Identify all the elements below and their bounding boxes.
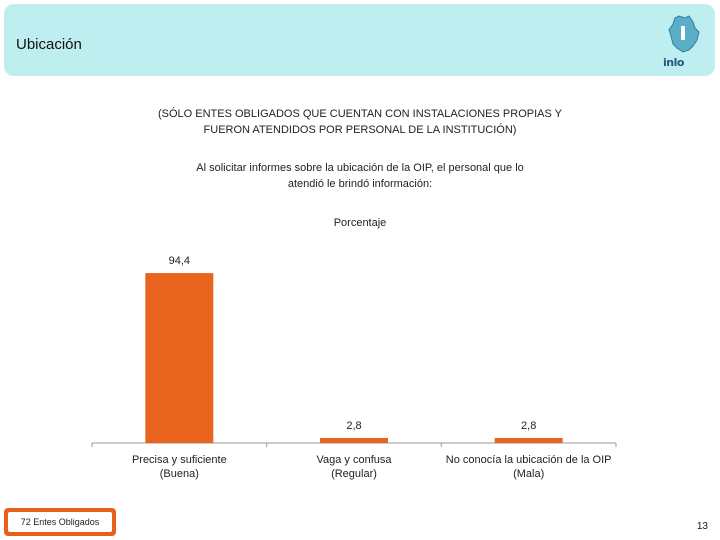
chart-subtitle: (SÓLO ENTES OBLIGADOS QUE CUENTAN CON IN… bbox=[0, 106, 720, 138]
sample-size-label: 72 Entes Obligados bbox=[8, 512, 112, 532]
category-label: Vaga y confusa bbox=[316, 454, 392, 466]
category-label: Precisa y suficiente bbox=[132, 454, 227, 466]
survey-question: Al solicitar informes sobre la ubicación… bbox=[0, 160, 720, 192]
question-line: Al solicitar informes sobre la ubicación… bbox=[196, 162, 524, 174]
category-label: No conocía la ubicación de la OIP bbox=[446, 454, 612, 466]
page-number: 13 bbox=[696, 521, 708, 532]
sample-size-badge: 72 Entes Obligados bbox=[4, 508, 116, 536]
data-label: 94,4 bbox=[169, 255, 190, 267]
bar bbox=[494, 437, 563, 443]
data-label: 2,8 bbox=[521, 420, 536, 432]
category-label: (Buena) bbox=[160, 468, 199, 480]
subtitle-line: FUERON ATENDIDOS POR PERSONAL DE LA INST… bbox=[203, 124, 517, 136]
series-title: Porcentaje bbox=[333, 217, 387, 229]
page-title: Ubicación bbox=[16, 36, 82, 53]
subtitle-line: (SÓLO ENTES OBLIGADOS QUE CUENTAN CON IN… bbox=[157, 108, 563, 120]
institution-logo: inlo bbox=[659, 14, 707, 76]
data-label: 2,8 bbox=[346, 420, 361, 432]
logo-text: inlo bbox=[663, 56, 684, 69]
category-label: (Mala) bbox=[513, 468, 544, 480]
logo-map-icon bbox=[668, 15, 700, 53]
bar bbox=[145, 273, 214, 443]
category-label: (Regular) bbox=[331, 468, 377, 480]
header-banner: Ubicación inlo bbox=[4, 4, 715, 76]
question-line: atendió le brindó información: bbox=[287, 178, 433, 190]
bar bbox=[320, 437, 388, 443]
